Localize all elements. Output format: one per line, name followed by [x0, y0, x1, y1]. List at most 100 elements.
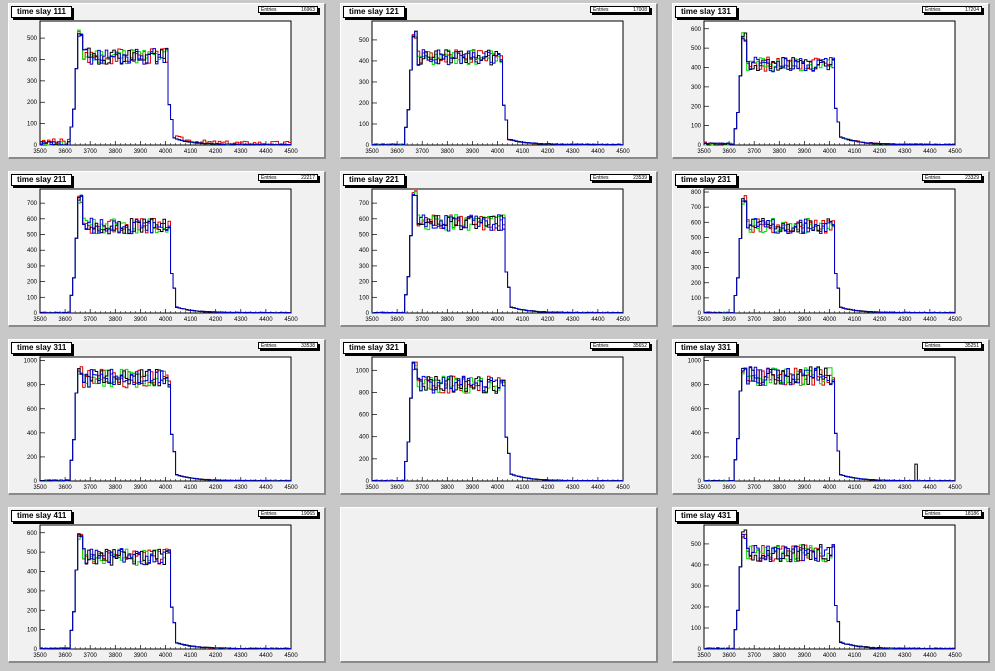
- stats-entries: 17008: [633, 7, 647, 13]
- stats-label: Entries: [925, 175, 941, 181]
- y-tick-label: 200: [359, 280, 370, 286]
- y-tick-label: 200: [691, 605, 702, 611]
- stats-label: Entries: [593, 175, 609, 181]
- x-tick-label: 4400: [591, 149, 605, 155]
- y-tick-label: 200: [359, 101, 370, 107]
- stats-box: Entries 35251: [922, 342, 982, 349]
- y-tick-label: 500: [359, 38, 370, 44]
- stats-entries: 35652: [633, 343, 647, 349]
- histogram-plot: 3500 3600 3700 3800 3900 4000 4100 4200 4300 4400…: [24, 356, 298, 491]
- x-tick-label: 3700: [748, 485, 762, 491]
- histogram-plot: 3500 3600 3700 3800 3900 4000 4100 4200 4300 4400…: [27, 188, 298, 323]
- histogram-plot: 3500 3600 3700 3800 3900 4000 4100 4200 4300 4400…: [27, 20, 298, 155]
- y-tick-label: 300: [27, 589, 38, 595]
- x-tick-label: 3800: [441, 485, 455, 491]
- x-tick-label: 3900: [798, 485, 812, 491]
- x-tick-label: 4000: [491, 149, 505, 155]
- y-tick-label-zero: 0: [34, 479, 38, 485]
- histogram-series-#0000cc: [371, 361, 623, 482]
- y-tick-label-zero: 0: [698, 311, 702, 317]
- stats-box: Entries 23539: [590, 174, 650, 181]
- y-tick-label: 200: [27, 455, 38, 461]
- x-tick-label: 3600: [390, 485, 404, 491]
- y-tick-label: 500: [691, 542, 702, 548]
- x-tick-label: 3900: [798, 149, 812, 155]
- stats-label: Entries: [261, 343, 277, 349]
- stats-entries: 22217: [301, 175, 315, 181]
- histogram-series-#0000cc: [703, 366, 955, 482]
- y-tick-label: 100: [691, 626, 702, 632]
- x-tick-label: 3800: [773, 317, 787, 323]
- x-tick-label: 3700: [84, 485, 98, 491]
- histogram-pad: 3500 3600 3700 3800 3900 4000 4100 4200 4300 4400…: [8, 3, 326, 159]
- plot-frame: [371, 20, 624, 146]
- histogram-title: time slay 111: [11, 6, 72, 18]
- x-tick-label: 3700: [84, 317, 98, 323]
- x-tick-label: 3600: [722, 485, 736, 491]
- histogram-series-#0000cc: [703, 533, 955, 650]
- y-tick-label: 700: [691, 205, 702, 211]
- stats-label: Entries: [261, 511, 277, 517]
- histogram-pad: 3500 3600 3700 3800 3900 4000 4100 4200 4300 4400…: [340, 171, 658, 327]
- stats-box: Entries 33538: [258, 342, 318, 349]
- y-tick-label: 100: [691, 296, 702, 302]
- y-tick-label: 400: [691, 431, 702, 437]
- x-tick-label: 3600: [722, 317, 736, 323]
- x-tick-label: 3500: [365, 149, 379, 155]
- y-tick-label-zero: 0: [698, 479, 702, 485]
- y-tick-label-zero: 0: [366, 479, 370, 485]
- stats-label: Entries: [261, 175, 277, 181]
- x-tick-label: 3900: [798, 317, 812, 323]
- y-tick-label: 800: [691, 383, 702, 389]
- x-tick-label: 4500: [948, 653, 962, 659]
- x-tick-label: 4300: [898, 485, 912, 491]
- x-tick-label: 4500: [948, 317, 962, 323]
- stats-entries: 23329: [965, 175, 979, 181]
- x-tick-label: 3700: [84, 149, 98, 155]
- x-tick-label: 3900: [466, 485, 480, 491]
- y-tick-label: 400: [359, 59, 370, 65]
- y-tick-label-zero: 0: [366, 143, 370, 149]
- x-tick-label: 3800: [109, 149, 123, 155]
- y-tick-label: 100: [691, 124, 702, 130]
- y-tick-label: 400: [359, 435, 370, 441]
- y-tick-label: 800: [27, 383, 38, 389]
- x-tick-label: 3800: [773, 149, 787, 155]
- x-tick-label: 3500: [33, 485, 47, 491]
- x-tick-label: 4100: [848, 149, 862, 155]
- x-tick-label: 4100: [848, 653, 862, 659]
- x-tick-label: 4000: [491, 317, 505, 323]
- histogram-series-#0000cc: [371, 193, 623, 314]
- x-tick-label: 4500: [284, 317, 298, 323]
- y-tick-label: 200: [359, 457, 370, 463]
- x-tick-label: 3500: [697, 149, 711, 155]
- plot-frame: [39, 188, 292, 314]
- stats-entries: 17204: [965, 7, 979, 13]
- y-tick-label: 800: [359, 390, 370, 396]
- x-tick-label: 4000: [823, 485, 837, 491]
- x-tick-label: 3900: [466, 149, 480, 155]
- x-tick-label: 3500: [33, 149, 47, 155]
- y-tick-label: 200: [27, 280, 38, 286]
- x-tick-label: 3900: [134, 317, 148, 323]
- y-tick-label-zero: 0: [34, 143, 38, 149]
- x-tick-label: 3700: [748, 317, 762, 323]
- y-tick-label: 200: [691, 455, 702, 461]
- histogram-title: time slay 311: [11, 342, 73, 354]
- x-tick-label: 4100: [516, 317, 530, 323]
- plot-frame: [371, 188, 624, 314]
- y-tick-label: 300: [359, 80, 370, 86]
- stats-entries: 18186: [965, 511, 979, 517]
- stats-label: Entries: [593, 343, 609, 349]
- x-tick-label: 3800: [773, 653, 787, 659]
- x-tick-label: 4000: [159, 485, 173, 491]
- y-tick-label: 600: [691, 27, 702, 33]
- y-tick-label: 400: [359, 248, 370, 254]
- histogram-title: time slay 411: [11, 510, 73, 522]
- stats-label: Entries: [261, 7, 277, 13]
- x-tick-label: 3600: [722, 149, 736, 155]
- y-tick-label-zero: 0: [366, 311, 370, 317]
- y-tick-label: 600: [691, 220, 702, 226]
- y-tick-label: 100: [359, 122, 370, 128]
- y-tick-label: 600: [359, 413, 370, 419]
